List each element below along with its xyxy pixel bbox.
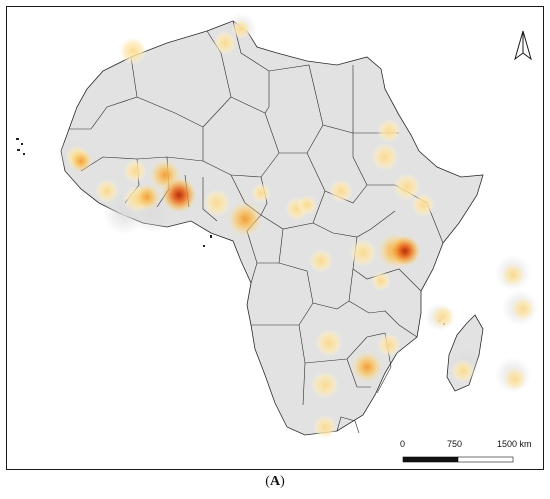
- caption-letter: A: [269, 474, 281, 489]
- figure-caption: (A): [0, 474, 550, 490]
- heat-high-layer: [161, 177, 421, 267]
- north-arrow-icon: [514, 30, 532, 61]
- scale-label-750: 750: [447, 439, 463, 449]
- africa-heatmap-map: [16, 13, 538, 463]
- cape-verde-islands: [16, 138, 25, 155]
- map-frame: 0 750 1500 km: [6, 6, 544, 470]
- scale-label-0: 0: [400, 439, 406, 449]
- caption-open-paren: (: [265, 474, 270, 489]
- scale-bar: [402, 456, 514, 463]
- scale-bar-segment-dark: [402, 456, 459, 463]
- gulf-of-guinea-islands: [203, 235, 212, 247]
- heat-low-layer: [65, 19, 535, 439]
- caption-close-paren: ): [280, 474, 285, 489]
- scale-label-1500: 1500 km: [497, 439, 532, 449]
- scale-bar-segment-light: [457, 456, 514, 463]
